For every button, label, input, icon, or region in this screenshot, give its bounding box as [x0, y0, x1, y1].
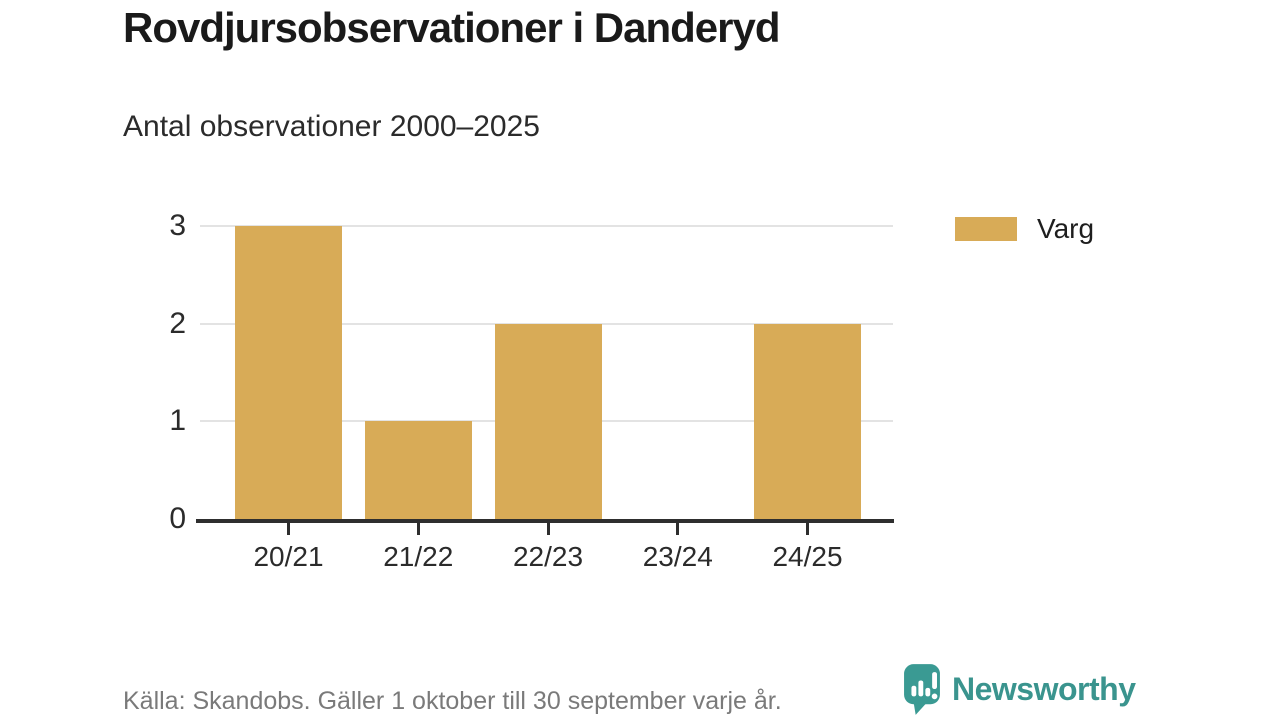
- bar-24/25: [754, 323, 861, 519]
- gridline: [200, 225, 893, 227]
- bar-22/23: [494, 323, 602, 519]
- bar-21/22: [364, 421, 472, 519]
- x-tick: [416, 523, 420, 535]
- legend-label: Varg: [1037, 213, 1095, 244]
- y-tick-label: 0: [169, 502, 186, 535]
- chart-subtitle: Antal observationer 2000–2025: [123, 110, 540, 143]
- bar-20/21: [235, 226, 342, 519]
- y-tick-label: 1: [169, 404, 186, 438]
- x-tick: [546, 523, 550, 535]
- chart-title: Rovdjursobservationer i Danderyd: [123, 4, 781, 51]
- plot-area: [200, 225, 893, 519]
- newsworthy-logo: Newsworthy: [903, 663, 1136, 716]
- brand-name: Newsworthy: [952, 671, 1136, 707]
- legend-swatch: [955, 217, 1017, 241]
- source-note: Källa: Skandobs. Gäller 1 oktober till 3…: [123, 687, 782, 715]
- x-category-label: 23/24: [642, 541, 713, 572]
- x-axis-line: [196, 519, 894, 523]
- x-tick: [806, 523, 809, 535]
- y-tick-label: 2: [169, 306, 186, 340]
- y-tick-label: 3: [169, 209, 186, 242]
- x-tick: [287, 523, 290, 535]
- x-category-label: 24/25: [772, 541, 843, 572]
- x-category-label: 22/23: [512, 541, 584, 572]
- x-category-label: 21/22: [383, 541, 454, 572]
- x-category-label: 20/21: [253, 541, 324, 572]
- newsworthy-speech-bubble-icon: [904, 664, 940, 715]
- x-tick: [676, 523, 680, 535]
- legend: Varg: [955, 213, 1094, 245]
- y-axis-labels: 0 1 2 3: [120, 211, 186, 534]
